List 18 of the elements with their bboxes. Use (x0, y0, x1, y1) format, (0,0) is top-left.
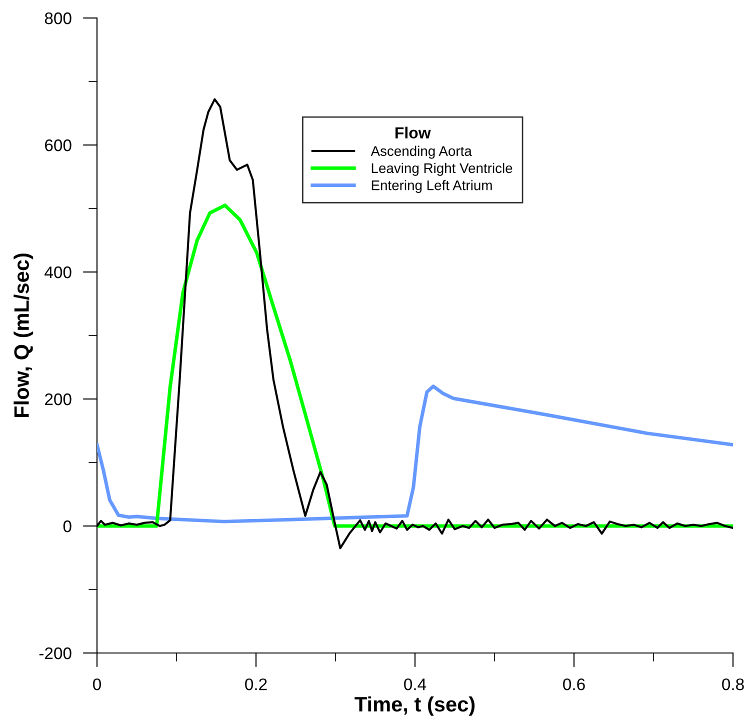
y-tick-label: 400 (44, 266, 72, 278)
x-tick-label: 0.4 (404, 678, 426, 690)
legend-title: Flow (396, 126, 431, 138)
x-tick-label: 0 (93, 678, 101, 690)
legend-label: Ascending Aorta (370, 146, 472, 159)
x-tick-label: 0.6 (563, 678, 585, 690)
legend-label: Entering Left Atrium (372, 180, 492, 193)
y-tick-label: -200 (39, 647, 72, 660)
line-series (97, 384, 733, 524)
y-axis-title: Flow, Q (mL/sec) (14, 254, 34, 418)
x-tick-label: 0.8 (722, 678, 744, 690)
y-tick-label: 600 (45, 139, 72, 152)
y-tick-label: 200 (45, 393, 72, 406)
legend-label: Leaving Right Ventricle (372, 162, 512, 176)
x-axis-title: Time, t (sec) (354, 696, 475, 716)
y-tick-label: 800 (44, 12, 72, 24)
x-tick-label: 0.2 (245, 678, 267, 690)
y-tick-label: 0 (63, 520, 72, 532)
